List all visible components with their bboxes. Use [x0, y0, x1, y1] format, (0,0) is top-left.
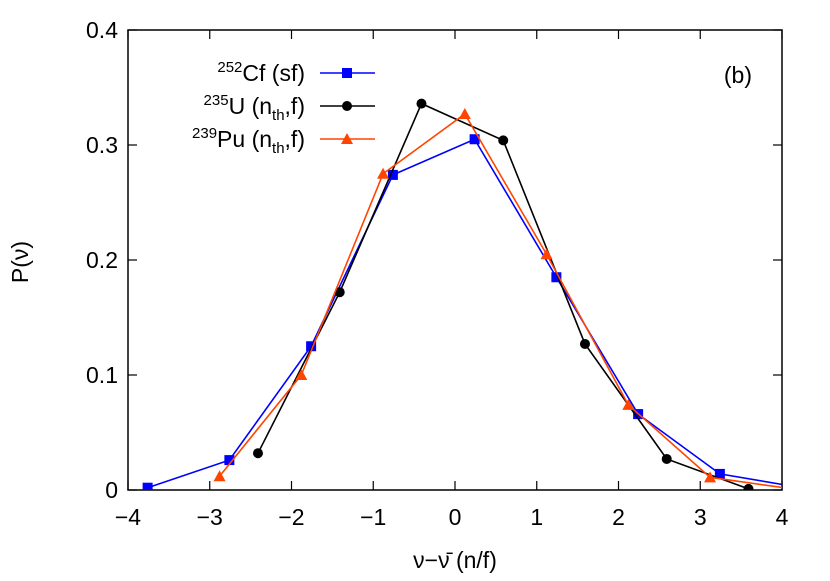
legend-label: 252Cf (sf): [217, 59, 305, 86]
series: [252, 98, 754, 490]
data-point: [334, 287, 345, 298]
y-tick-label: 0.4: [86, 17, 118, 43]
series-layer: [142, 98, 807, 494]
series-line: [147, 138, 782, 489]
y-tick-label: 0: [105, 477, 118, 503]
x-tick-label: 1: [530, 504, 543, 530]
data-point: [306, 341, 317, 352]
legend-label: 239Pu (nth,f): [192, 125, 305, 157]
data-point: [377, 167, 390, 179]
data-point: [458, 107, 471, 119]
data-point: [704, 471, 717, 483]
data-point: [387, 169, 398, 180]
x-tick-label: −3: [197, 504, 223, 530]
legend: 252Cf (sf) 235U (nth,f)239Pu (nth,f): [192, 59, 375, 157]
panel-label: (b): [724, 62, 752, 88]
x-axis-label: ν−ν̄ (n/f): [413, 547, 497, 573]
y-tick-label: 0.2: [86, 247, 118, 273]
data-point: [342, 101, 352, 111]
data-point: [224, 455, 235, 466]
data-point: [540, 248, 553, 260]
data-point: [786, 483, 798, 494]
data-point: [579, 338, 590, 349]
y-tick-label: 0.1: [86, 362, 118, 388]
data-point: [295, 369, 308, 380]
series: [213, 107, 798, 494]
x-tick-label: −4: [115, 504, 141, 530]
data-point: [252, 448, 263, 459]
data-point: [342, 68, 352, 78]
data-point: [469, 134, 480, 145]
legend-label: 235U (nth,f): [204, 92, 305, 124]
data-point: [142, 482, 153, 490]
series-line: [257, 102, 749, 490]
data-point: [622, 398, 635, 410]
x-tick-label: −2: [278, 504, 304, 530]
legend-item: 252Cf (sf): [217, 59, 375, 86]
y-axis-label: P(ν): [7, 241, 33, 283]
data-point: [341, 133, 353, 144]
data-point: [743, 483, 754, 490]
data-point: [416, 98, 427, 109]
x-tick-label: 2: [612, 504, 625, 530]
data-point: [714, 468, 725, 479]
legend-item: 235U (nth,f): [204, 92, 375, 124]
data-point: [551, 272, 562, 283]
axis-ticks: −4 −3 −2 −1 0 1 2 3 4 0 0.1 0.2 0.3 0.4: [86, 17, 789, 530]
series-line: [218, 112, 782, 489]
data-point: [797, 483, 807, 493]
x-tick-label: 4: [776, 504, 789, 530]
data-point: [213, 470, 226, 482]
data-point: [661, 453, 672, 464]
x-tick-label: 0: [449, 504, 462, 530]
x-tick-label: −1: [360, 504, 386, 530]
x-tick-label: 3: [694, 504, 707, 530]
series: [142, 134, 807, 493]
y-tick-label: 0.3: [86, 132, 118, 158]
data-point: [498, 135, 509, 146]
legend-item: 239Pu (nth,f): [192, 125, 375, 157]
